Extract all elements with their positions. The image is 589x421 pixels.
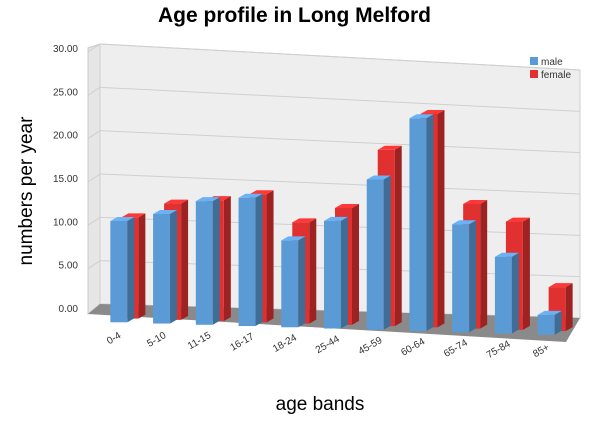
- male-bar-5-10-side: [170, 210, 178, 324]
- x-axis-label: age bands: [275, 394, 365, 415]
- female-bar-5-10-side: [181, 199, 189, 320]
- male-bar-18-24: [281, 240, 299, 328]
- legend-swatch-female: [530, 70, 538, 78]
- gridline-side: [87, 260, 101, 270]
- male-bar-11-15-side: [212, 197, 220, 325]
- x-tick-label: 5-10: [145, 330, 168, 350]
- x-tick-label: 60-64: [399, 336, 427, 359]
- female-bar-11-15-side: [223, 196, 231, 322]
- female-bar-75-84-top: [505, 217, 530, 222]
- male-bar-5-10-top: [153, 210, 178, 215]
- male-bar-25-44-side: [341, 216, 348, 329]
- female-bar-16-17-top: [249, 190, 274, 195]
- male-bar-75-84-top: [494, 252, 519, 257]
- female-bar-5-10-top: [164, 199, 189, 204]
- female-bar-25-44-side: [352, 203, 359, 325]
- male-bar-16-17: [238, 197, 256, 327]
- x-tick-label: 45-59: [357, 335, 385, 358]
- male-bar-65-74-top: [452, 220, 477, 225]
- male-bar-11-15: [195, 201, 213, 325]
- male-bar-45-59-top: [366, 175, 391, 180]
- y-tick-label: 5.00: [59, 261, 79, 272]
- y-tick-label: 30.00: [53, 44, 78, 55]
- x-tick-label: 0-4: [105, 330, 123, 347]
- gridline-side: [87, 130, 101, 140]
- y-tick-label: 20.00: [53, 131, 78, 142]
- side-wall: [87, 43, 101, 316]
- male-bar-60-64-side: [426, 114, 434, 332]
- legend-swatch-male: [530, 57, 538, 65]
- female-bar-75-84-side: [522, 217, 530, 330]
- y-tick-label: 25.00: [53, 87, 78, 98]
- male-bar-60-64-top: [409, 114, 434, 119]
- gridline: [99, 130, 581, 154]
- male-bar-25-44: [324, 220, 341, 329]
- chart-title: Age profile in Long Melford: [158, 4, 431, 27]
- male-bar-18-24-top: [281, 236, 306, 241]
- male-bar-11-15-top: [195, 197, 220, 202]
- male-bar-25-44-top: [324, 216, 348, 221]
- female-bar-85+-top: [548, 283, 573, 288]
- gridline-side: [87, 173, 101, 183]
- female-bar-18-24-top: [292, 218, 317, 223]
- female-bar-16-17-side: [266, 190, 274, 323]
- male-bar-75-84: [494, 256, 512, 334]
- x-tick-label: 65-74: [442, 337, 470, 360]
- male-bar-75-84-side: [511, 252, 519, 334]
- female-bar-25-44-top: [335, 203, 359, 208]
- male-bar-45-59-side: [383, 175, 391, 330]
- y-tick-label: 15.00: [53, 174, 78, 185]
- female-bar-45-59-top: [377, 145, 402, 150]
- male-bar-65-74-side: [469, 220, 477, 333]
- female-bar-60-64-side: [437, 109, 445, 328]
- male-bar-0-4: [110, 221, 128, 323]
- female-bar-85+-side: [565, 283, 573, 332]
- x-tick-label: 18-24: [271, 332, 299, 355]
- male-bar-85+-top: [537, 310, 562, 315]
- male-bar-45-59: [366, 179, 384, 330]
- gridline: [99, 173, 581, 195]
- male-bar-0-4-side: [127, 217, 135, 323]
- female-bar-60-64-top: [420, 109, 445, 114]
- gridline-side: [87, 216, 101, 226]
- legend-label-male: male: [541, 57, 563, 68]
- bars: [110, 109, 573, 335]
- legend: male female: [530, 57, 571, 81]
- female-bar-65-74-top: [463, 199, 488, 204]
- male-bar-0-4-top: [110, 217, 135, 222]
- gridline: [99, 43, 581, 71]
- female-bar-18-24-side: [309, 218, 317, 324]
- male-bar-85+-side: [554, 310, 562, 335]
- y-tick-labels: 0.00 5.00 10.00 15.00 20.00 25.00 30.00: [53, 44, 78, 315]
- gridline: [99, 86, 581, 112]
- male-bar-60-64: [409, 118, 427, 332]
- x-tick-label: 16-17: [228, 331, 256, 354]
- y-tick-label: 0.00: [59, 304, 79, 315]
- x-tick-label: 11-15: [186, 330, 213, 352]
- male-bar-85+: [537, 314, 555, 335]
- male-bar-16-17-side: [255, 193, 263, 327]
- gridline-side: [87, 43, 101, 53]
- female-bar-45-59-side: [394, 145, 402, 327]
- y-tick-label: 10.00: [53, 217, 78, 228]
- x-tick-label: 25-44: [314, 334, 342, 357]
- male-bar-5-10: [153, 214, 171, 324]
- female-bar-0-4-side: [138, 213, 146, 319]
- gridline-side: [87, 86, 101, 96]
- female-bar-65-74-side: [480, 199, 488, 329]
- male-bar-65-74: [452, 224, 470, 333]
- x-tick-label: 85+: [531, 342, 551, 360]
- legend-label-female: female: [541, 70, 571, 81]
- x-tick-label: 75-84: [485, 339, 513, 362]
- female-bar-0-4-top: [121, 213, 146, 218]
- male-bar-18-24-side: [298, 236, 306, 328]
- male-bar-16-17-top: [238, 193, 263, 198]
